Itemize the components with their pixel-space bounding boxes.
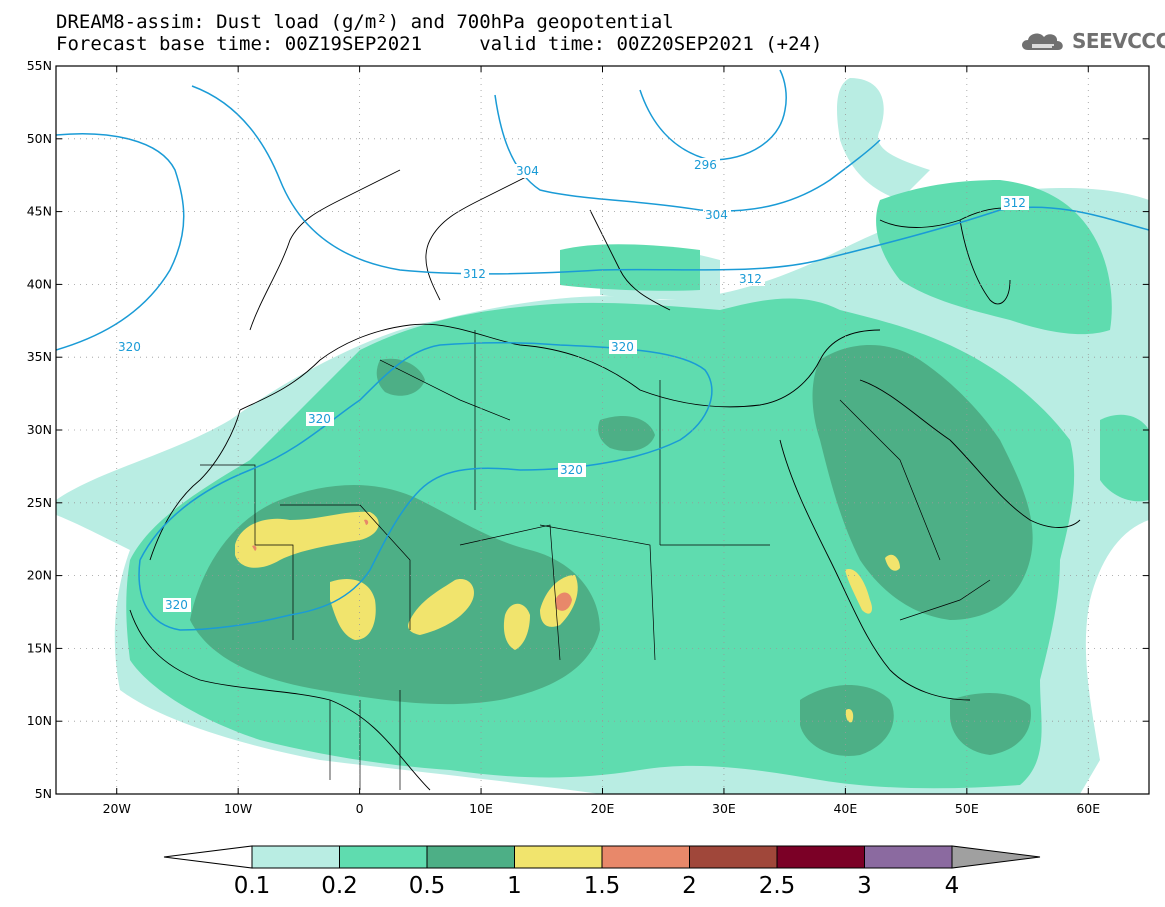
latitude-tick-label: 40N bbox=[27, 276, 52, 291]
latitude-tick-label: 25N bbox=[27, 495, 52, 510]
colorbar-label: 2.5 bbox=[759, 873, 796, 899]
logo-text: SEEVCCC bbox=[1072, 29, 1165, 53]
colorbar-box bbox=[514, 845, 603, 869]
map-subtitle: Forecast base time: 00Z19SEP2021 valid t… bbox=[56, 33, 823, 55]
coastlines bbox=[129, 169, 1081, 791]
longitude-tick-label: 30E bbox=[712, 801, 736, 816]
colorbar-label: 1 bbox=[507, 873, 522, 899]
colorbar: 0.1 0.2 0.5 1 1.5 2 2.5 3 4 bbox=[163, 845, 1041, 899]
contour-label: 312 bbox=[1003, 196, 1026, 210]
contour-label: 296 bbox=[694, 158, 717, 172]
longitude-tick-label: 40E bbox=[833, 801, 857, 816]
colorbar-box bbox=[689, 845, 778, 869]
longitude-tick-label: 0 bbox=[356, 801, 364, 816]
longitude-tick-label: 50E bbox=[955, 801, 979, 816]
latitude-tick-label: 20N bbox=[27, 568, 52, 583]
latitude-tick-label: 50N bbox=[27, 131, 52, 146]
colorbar-labels: 0.1 0.2 0.5 1 1.5 2 2.5 3 4 bbox=[234, 873, 960, 899]
colorbar-over-triangle bbox=[951, 845, 1041, 869]
contour-label: 320 bbox=[611, 340, 634, 354]
contour-label: 312 bbox=[463, 267, 486, 281]
latitude-tick-label: 5N bbox=[35, 786, 52, 801]
contour-label: 320 bbox=[118, 340, 141, 354]
contour-label: 304 bbox=[705, 208, 728, 222]
contour-label: 320 bbox=[560, 463, 583, 477]
contour-label: 320 bbox=[165, 598, 188, 612]
longitude-tick-label: 60E bbox=[1076, 801, 1100, 816]
contour-label: 304 bbox=[516, 164, 539, 178]
country-borders bbox=[200, 330, 991, 790]
latitude-tick-label: 15N bbox=[27, 640, 52, 655]
axis-ticks bbox=[56, 65, 1149, 795]
map-area: 320 320 320 320 320 312 312 312 304 304 … bbox=[56, 66, 1149, 794]
contour-label: 312 bbox=[739, 272, 762, 286]
contour-label: 320 bbox=[308, 412, 331, 426]
dust-fill-1.5-2 bbox=[252, 519, 572, 611]
colorbar-label: 3 bbox=[857, 873, 872, 899]
colorbar-box bbox=[426, 845, 515, 869]
longitude-tick-label: 10W bbox=[224, 801, 252, 816]
colorbar-boxes bbox=[251, 845, 953, 869]
latitude-tick-label: 35N bbox=[27, 349, 52, 364]
colorbar-label: 0.1 bbox=[234, 873, 271, 899]
colorbar-under-triangle bbox=[163, 845, 253, 869]
colorbar-box bbox=[601, 845, 690, 869]
colorbar-label: 1.5 bbox=[584, 873, 621, 899]
latitude-tick-label: 55N bbox=[27, 58, 52, 73]
colorbar-box bbox=[251, 845, 340, 869]
latitude-labels: 55N 50N 45N 40N 35N 30N 25N 20N 15N 10N 5N bbox=[27, 58, 52, 801]
colorbar-label: 0.5 bbox=[409, 873, 446, 899]
colorbar-box bbox=[339, 845, 428, 869]
longitude-labels: 20W 10W 0 10E 20E 30E 40E 50E 60E bbox=[103, 801, 1101, 816]
colorbar-label: 2 bbox=[682, 873, 697, 899]
colorbar-label: 4 bbox=[945, 873, 960, 899]
gridlines bbox=[56, 66, 1149, 794]
colorbar-box bbox=[864, 845, 953, 869]
longitude-tick-label: 10E bbox=[469, 801, 493, 816]
longitude-tick-label: 20E bbox=[591, 801, 615, 816]
latitude-tick-label: 10N bbox=[27, 713, 52, 728]
seevccc-logo: SEEVCCC bbox=[1018, 28, 1165, 54]
longitude-tick-label: 20W bbox=[103, 801, 131, 816]
map-title: DREAM8-assim: Dust load (g/m²) and 700hP… bbox=[56, 11, 674, 33]
latitude-tick-label: 45N bbox=[27, 204, 52, 219]
colorbar-label: 0.2 bbox=[321, 873, 358, 899]
colorbar-box bbox=[776, 845, 865, 869]
cloud-icon bbox=[1022, 33, 1063, 50]
latitude-tick-label: 30N bbox=[27, 422, 52, 437]
